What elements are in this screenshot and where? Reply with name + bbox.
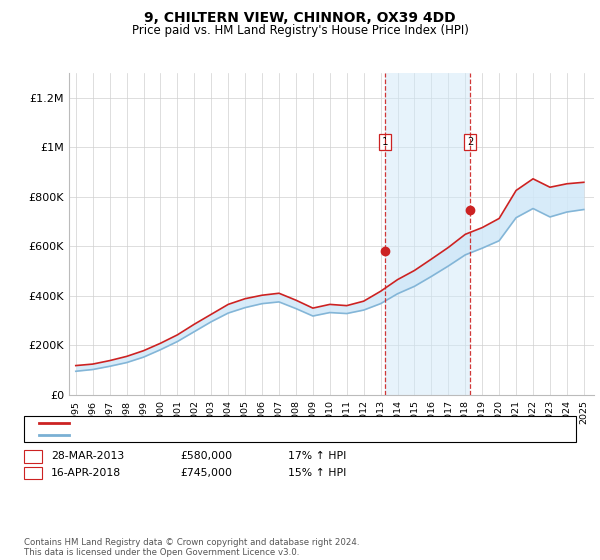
Text: HPI: Average price, detached house, South Oxfordshire: HPI: Average price, detached house, Sout…: [75, 430, 362, 440]
Bar: [385, 73, 470, 395]
Text: 28-MAR-2013: 28-MAR-2013: [51, 451, 124, 461]
Text: 16-APR-2018: 16-APR-2018: [51, 468, 121, 478]
Text: 9, CHILTERN VIEW, CHINNOR, OX39 4DD: 9, CHILTERN VIEW, CHINNOR, OX39 4DD: [144, 11, 456, 25]
Text: 2: 2: [29, 468, 37, 478]
Text: Price paid vs. HM Land Registry's House Price Index (HPI): Price paid vs. HM Land Registry's House …: [131, 24, 469, 36]
Text: Contains HM Land Registry data © Crown copyright and database right 2024.
This d: Contains HM Land Registry data © Crown c…: [24, 538, 359, 557]
Text: 2: 2: [467, 137, 473, 147]
Text: £745,000: £745,000: [180, 468, 232, 478]
Text: 15% ↑ HPI: 15% ↑ HPI: [288, 468, 346, 478]
Text: 9, CHILTERN VIEW, CHINNOR, OX39 4DD (detached house): 9, CHILTERN VIEW, CHINNOR, OX39 4DD (det…: [75, 418, 380, 428]
Text: 17% ↑ HPI: 17% ↑ HPI: [288, 451, 346, 461]
Text: £580,000: £580,000: [180, 451, 232, 461]
Text: 1: 1: [382, 137, 388, 147]
Text: 1: 1: [29, 451, 37, 461]
